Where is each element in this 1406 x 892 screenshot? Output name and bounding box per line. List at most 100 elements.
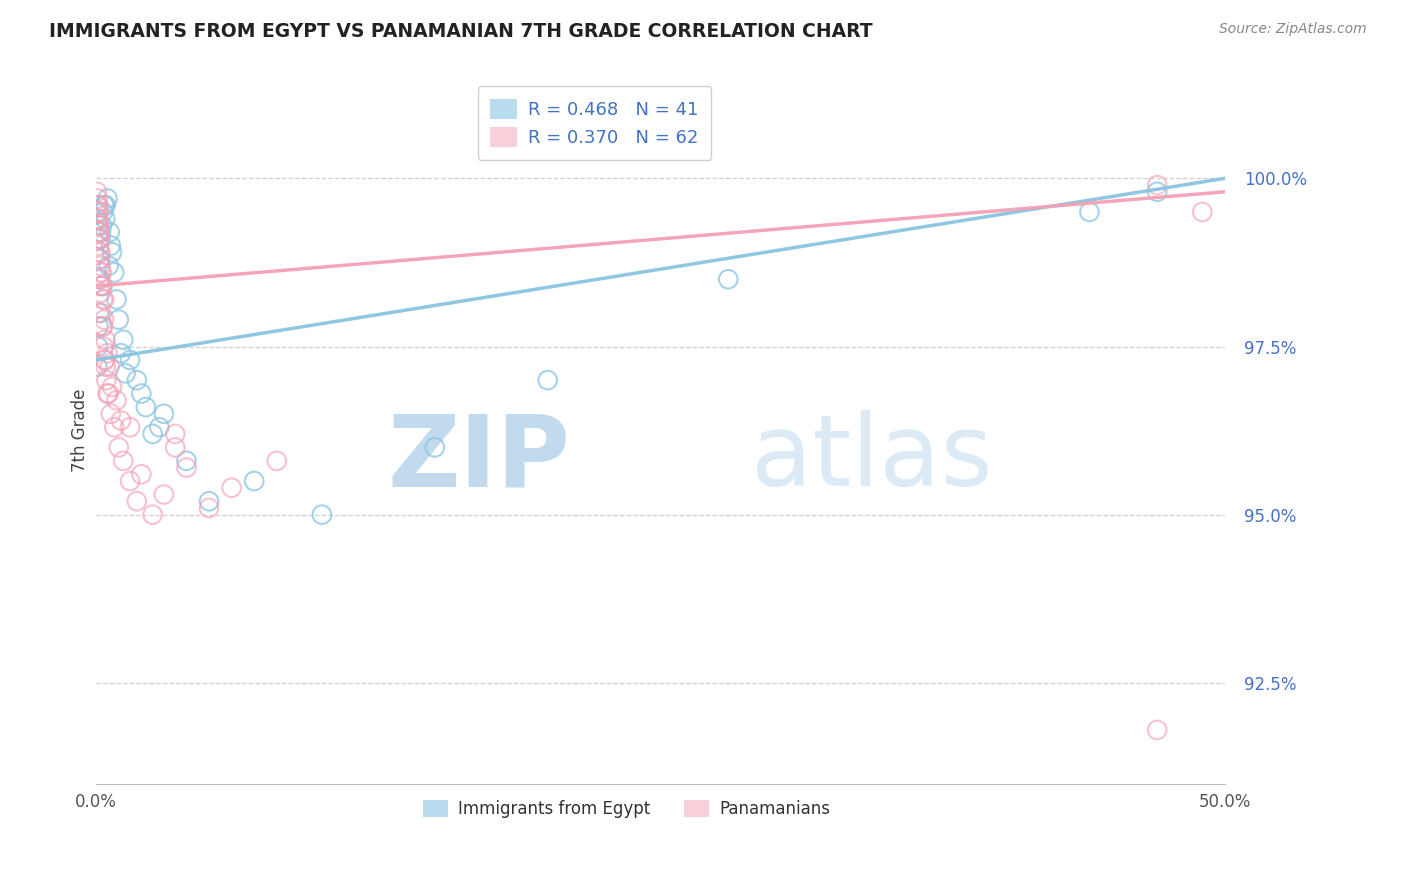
Point [91,319,114,334]
Y-axis label: 7th Grade: 7th Grade [72,389,89,472]
Point [90,266,112,280]
Point [100,238,122,252]
Point [90,279,112,293]
Point [311,508,333,522]
Point [1078,205,1101,219]
Point [89,252,111,266]
Point [91,293,114,307]
Point [86,192,108,206]
Point [131,467,153,482]
Point [98,225,121,239]
Point [103,266,125,280]
Point [96,192,118,206]
Point [118,474,141,488]
Point [100,407,122,421]
Point [87,238,110,252]
Point [142,508,165,522]
Point [101,245,124,260]
Point [89,232,111,246]
Point [107,312,129,326]
Point [118,353,141,368]
Point [89,219,111,233]
Point [87,225,110,239]
Point [90,306,112,320]
Point [89,259,111,273]
Point [221,481,243,495]
Point [94,198,117,212]
Point [97,259,120,273]
Point [89,272,111,286]
Point [87,198,110,212]
Point [87,339,110,353]
Point [94,359,117,374]
Point [105,293,128,307]
Point [93,293,115,307]
Point [87,211,110,226]
Text: IMMIGRANTS FROM EGYPT VS PANAMANIAN 7TH GRADE CORRELATION CHART: IMMIGRANTS FROM EGYPT VS PANAMANIAN 7TH … [49,22,873,41]
Point [165,426,187,441]
Point [125,494,148,508]
Point [118,420,141,434]
Point [94,333,117,347]
Point [94,353,117,368]
Point [717,272,740,286]
Point [148,420,170,434]
Point [537,373,560,387]
Point [176,460,198,475]
Point [125,373,148,387]
Point [86,359,108,374]
Point [89,252,111,266]
Point [135,400,157,414]
Point [87,319,110,334]
Point [90,232,112,246]
Point [89,285,111,300]
Point [243,474,266,488]
Point [176,454,198,468]
Point [110,413,132,427]
Point [1146,185,1168,199]
Point [107,441,129,455]
Point [90,225,112,239]
Point [94,211,117,226]
Point [89,245,111,260]
Legend: Immigrants from Egypt, Panamanians: Immigrants from Egypt, Panamanians [416,793,837,825]
Point [96,386,118,401]
Point [153,407,176,421]
Point [86,185,108,199]
Point [97,386,120,401]
Point [91,205,114,219]
Point [114,367,136,381]
Point [87,225,110,239]
Point [87,306,110,320]
Point [89,245,111,260]
Point [98,359,121,374]
Point [87,205,110,219]
Point [91,279,114,293]
Point [86,198,108,212]
Point [86,198,108,212]
Text: Source: ZipAtlas.com: Source: ZipAtlas.com [1219,22,1367,37]
Point [90,219,112,233]
Point [90,279,112,293]
Point [103,420,125,434]
Point [101,380,124,394]
Point [87,219,110,233]
Point [87,232,110,246]
Point [91,319,114,334]
Point [198,500,221,515]
Point [93,339,115,353]
Point [153,487,176,501]
Point [112,333,135,347]
Point [1146,178,1168,192]
Text: atlas: atlas [751,410,993,508]
Point [266,454,288,468]
Point [105,393,128,408]
Point [87,205,110,219]
Point [142,426,165,441]
Point [198,494,221,508]
Point [131,386,153,401]
Point [165,441,187,455]
Point [90,266,112,280]
Point [96,346,118,360]
Point [1191,205,1213,219]
